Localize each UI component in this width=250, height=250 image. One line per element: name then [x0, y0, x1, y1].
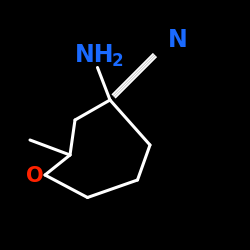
Text: N: N — [168, 28, 188, 52]
Text: 2: 2 — [112, 52, 123, 70]
Text: O: O — [26, 166, 44, 186]
Text: NH: NH — [75, 43, 115, 67]
